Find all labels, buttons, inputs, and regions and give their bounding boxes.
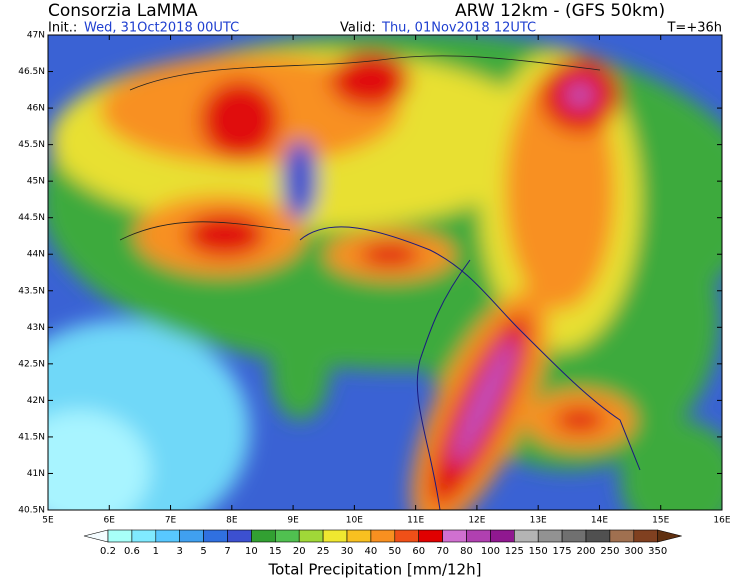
- colorbar-box: [346, 529, 372, 543]
- colorbar-box: [633, 529, 658, 543]
- colorbar-label: 175: [553, 546, 572, 557]
- map-frame: [47, 34, 723, 511]
- colorbar-label: 7: [224, 546, 230, 557]
- colorbar-box: [609, 529, 635, 543]
- colorbar-box: [490, 529, 515, 543]
- colorbar-label: 250: [600, 546, 619, 557]
- lat-label: 41N: [27, 469, 45, 479]
- lat-label: 40.5N: [18, 506, 45, 516]
- lat-label: 42N: [27, 396, 45, 406]
- lat-label: 43.5N: [18, 286, 45, 296]
- colorbar-label: 3: [177, 546, 183, 557]
- lat-label: 44N: [27, 250, 45, 260]
- colorbar-box: [322, 529, 348, 543]
- colorbar-arrow: [83, 529, 109, 543]
- valid-time: Thu, 01Nov2018 12UTC: [381, 21, 536, 36]
- colorbar-arrow: [657, 529, 682, 543]
- forecast-step: T=+36h: [666, 21, 722, 36]
- lat-label: 44.5N: [18, 213, 45, 223]
- lon-label: 11E: [407, 516, 424, 526]
- colorbar-label: 125: [505, 546, 524, 557]
- lon-label: 7E: [165, 516, 177, 526]
- init-label: Init.:: [48, 21, 77, 36]
- lat-label: 46N: [27, 104, 45, 114]
- lat-label: 41.5N: [18, 432, 45, 442]
- lat-label: 45N: [27, 177, 45, 187]
- lon-label: 10E: [346, 516, 363, 526]
- lon-label: 9E: [287, 516, 299, 526]
- colorbar-label: 5: [200, 546, 206, 557]
- precipitation-field: [48, 35, 722, 510]
- lat-label: 43N: [27, 323, 45, 333]
- colorbar-box: [251, 529, 276, 543]
- colorbar-label: 100: [481, 546, 500, 557]
- colorbar-label: 40: [365, 546, 378, 557]
- colorbar-box: [274, 529, 300, 543]
- colorbar-label: 1: [153, 546, 159, 557]
- colorbar-label: 300: [624, 546, 643, 557]
- colorbar-label: 150: [529, 546, 548, 557]
- colorbar-label: 15: [269, 546, 282, 557]
- lat-label: 45.5N: [18, 140, 45, 150]
- colorbar-label: 30: [341, 546, 354, 557]
- colorbar-box: [227, 529, 252, 543]
- colorbar-label: 60: [412, 546, 425, 557]
- colorbar-box: [298, 529, 324, 543]
- colorbar-box: [442, 529, 467, 543]
- colorbar-label: 10: [245, 546, 258, 557]
- colorbar-title: Total Precipitation [mm/12h]: [268, 561, 482, 579]
- colorbar-label: 20: [293, 546, 306, 557]
- lon-label: 12E: [468, 516, 485, 526]
- colorbar-box: [394, 529, 419, 543]
- colorbar-label: 25: [317, 546, 330, 557]
- colorbar-box: [179, 529, 204, 543]
- colorbar-box: [107, 529, 133, 543]
- colorbar-box: [561, 529, 587, 543]
- colorbar-box: [155, 529, 181, 543]
- title: Consorzia LaMMA: [48, 1, 198, 21]
- lon-label: 15E: [652, 516, 669, 526]
- colorbar-box: [203, 529, 228, 543]
- colorbar-box: [466, 529, 491, 543]
- colorbar-label: 0.6: [124, 546, 140, 557]
- lon-label: 16E: [713, 516, 730, 526]
- lon-label: 13E: [530, 516, 547, 526]
- colorbar-box: [131, 529, 157, 543]
- lat-label: 46.5N: [18, 67, 45, 77]
- lon-label: 5E: [42, 516, 54, 526]
- colorbar-label: 80: [460, 546, 473, 557]
- colorbar-box: [537, 529, 563, 543]
- lat-label: 47N: [27, 31, 45, 41]
- colorbar-label: 200: [576, 546, 595, 557]
- lat-label: 42.5N: [18, 359, 45, 369]
- colorbar-label: 70: [436, 546, 449, 557]
- lon-label: 6E: [104, 516, 116, 526]
- colorbar-box: [418, 529, 443, 543]
- colorbar-box: [585, 529, 611, 543]
- colorbar-box: [513, 529, 539, 543]
- colorbar-box: [370, 529, 396, 543]
- colorbar-label: 50: [388, 546, 401, 557]
- lon-label: 8E: [226, 516, 238, 526]
- colorbar-label: 0.2: [100, 546, 116, 557]
- init-time: Wed, 31Oct2018 00UTC: [84, 21, 239, 36]
- colorbar-label: 350: [648, 546, 667, 557]
- lon-label: 14E: [591, 516, 608, 526]
- model: ARW 12km - (GFS 50km): [455, 1, 665, 21]
- valid-label: Valid:: [340, 21, 376, 36]
